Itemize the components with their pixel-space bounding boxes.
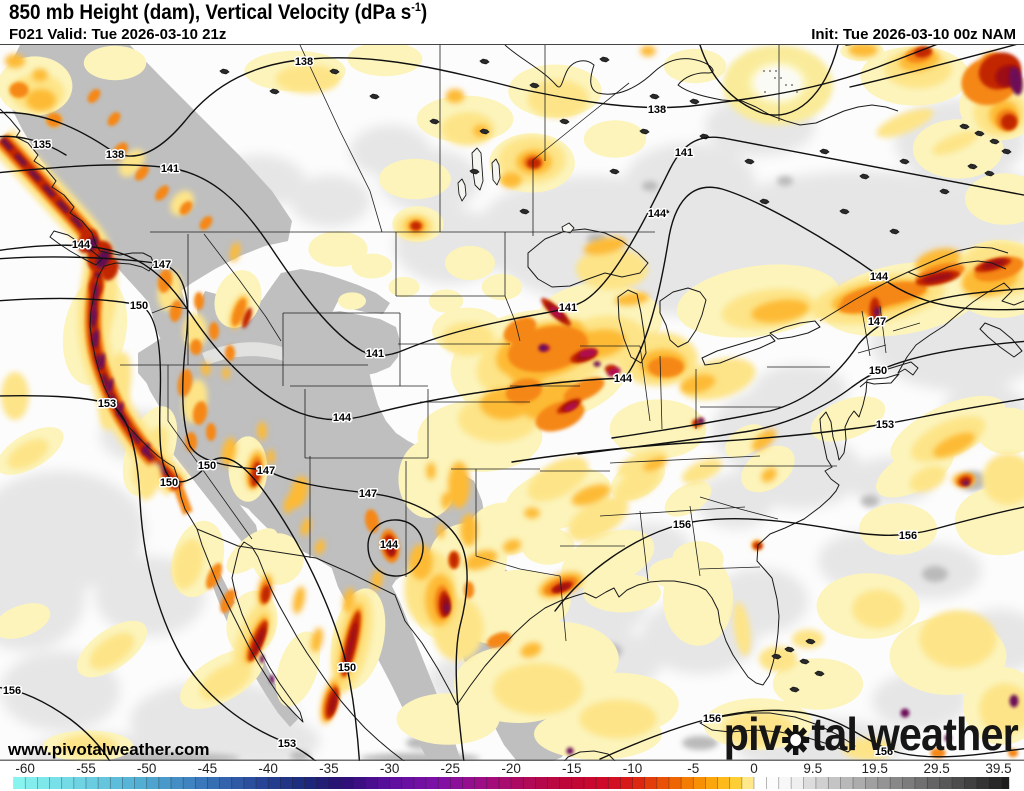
svg-text:138: 138 [106, 149, 124, 161]
svg-text:141: 141 [161, 163, 179, 175]
svg-text:144: 144 [72, 239, 91, 251]
svg-text:150: 150 [198, 460, 216, 472]
svg-text:141: 141 [559, 302, 577, 314]
svg-text:156: 156 [673, 519, 691, 531]
svg-text:153: 153 [278, 738, 296, 750]
svg-text:147: 147 [153, 259, 171, 271]
svg-text:144: 144 [870, 271, 889, 283]
svg-text:156: 156 [875, 746, 893, 758]
svg-text:144: 144 [380, 539, 399, 551]
svg-text:156: 156 [3, 685, 21, 697]
svg-text:156: 156 [703, 713, 721, 725]
svg-text:147: 147 [868, 316, 886, 328]
svg-text:144: 144 [648, 208, 667, 220]
svg-text:153: 153 [876, 419, 894, 431]
svg-text:141: 141 [366, 348, 384, 360]
svg-text:153: 153 [98, 398, 116, 410]
svg-text:138: 138 [295, 56, 313, 68]
svg-text:150: 150 [130, 300, 148, 312]
svg-text:147: 147 [257, 465, 275, 477]
svg-text:144: 144 [614, 373, 633, 385]
svg-text:141: 141 [675, 147, 693, 159]
svg-text:150: 150 [338, 662, 356, 674]
svg-text:147: 147 [359, 488, 377, 500]
svg-text:135: 135 [33, 139, 51, 151]
svg-text:150: 150 [160, 477, 178, 489]
svg-text:150: 150 [869, 365, 887, 377]
svg-text:144: 144 [333, 412, 352, 424]
svg-text:156: 156 [899, 530, 917, 542]
svg-text:138: 138 [648, 104, 666, 116]
